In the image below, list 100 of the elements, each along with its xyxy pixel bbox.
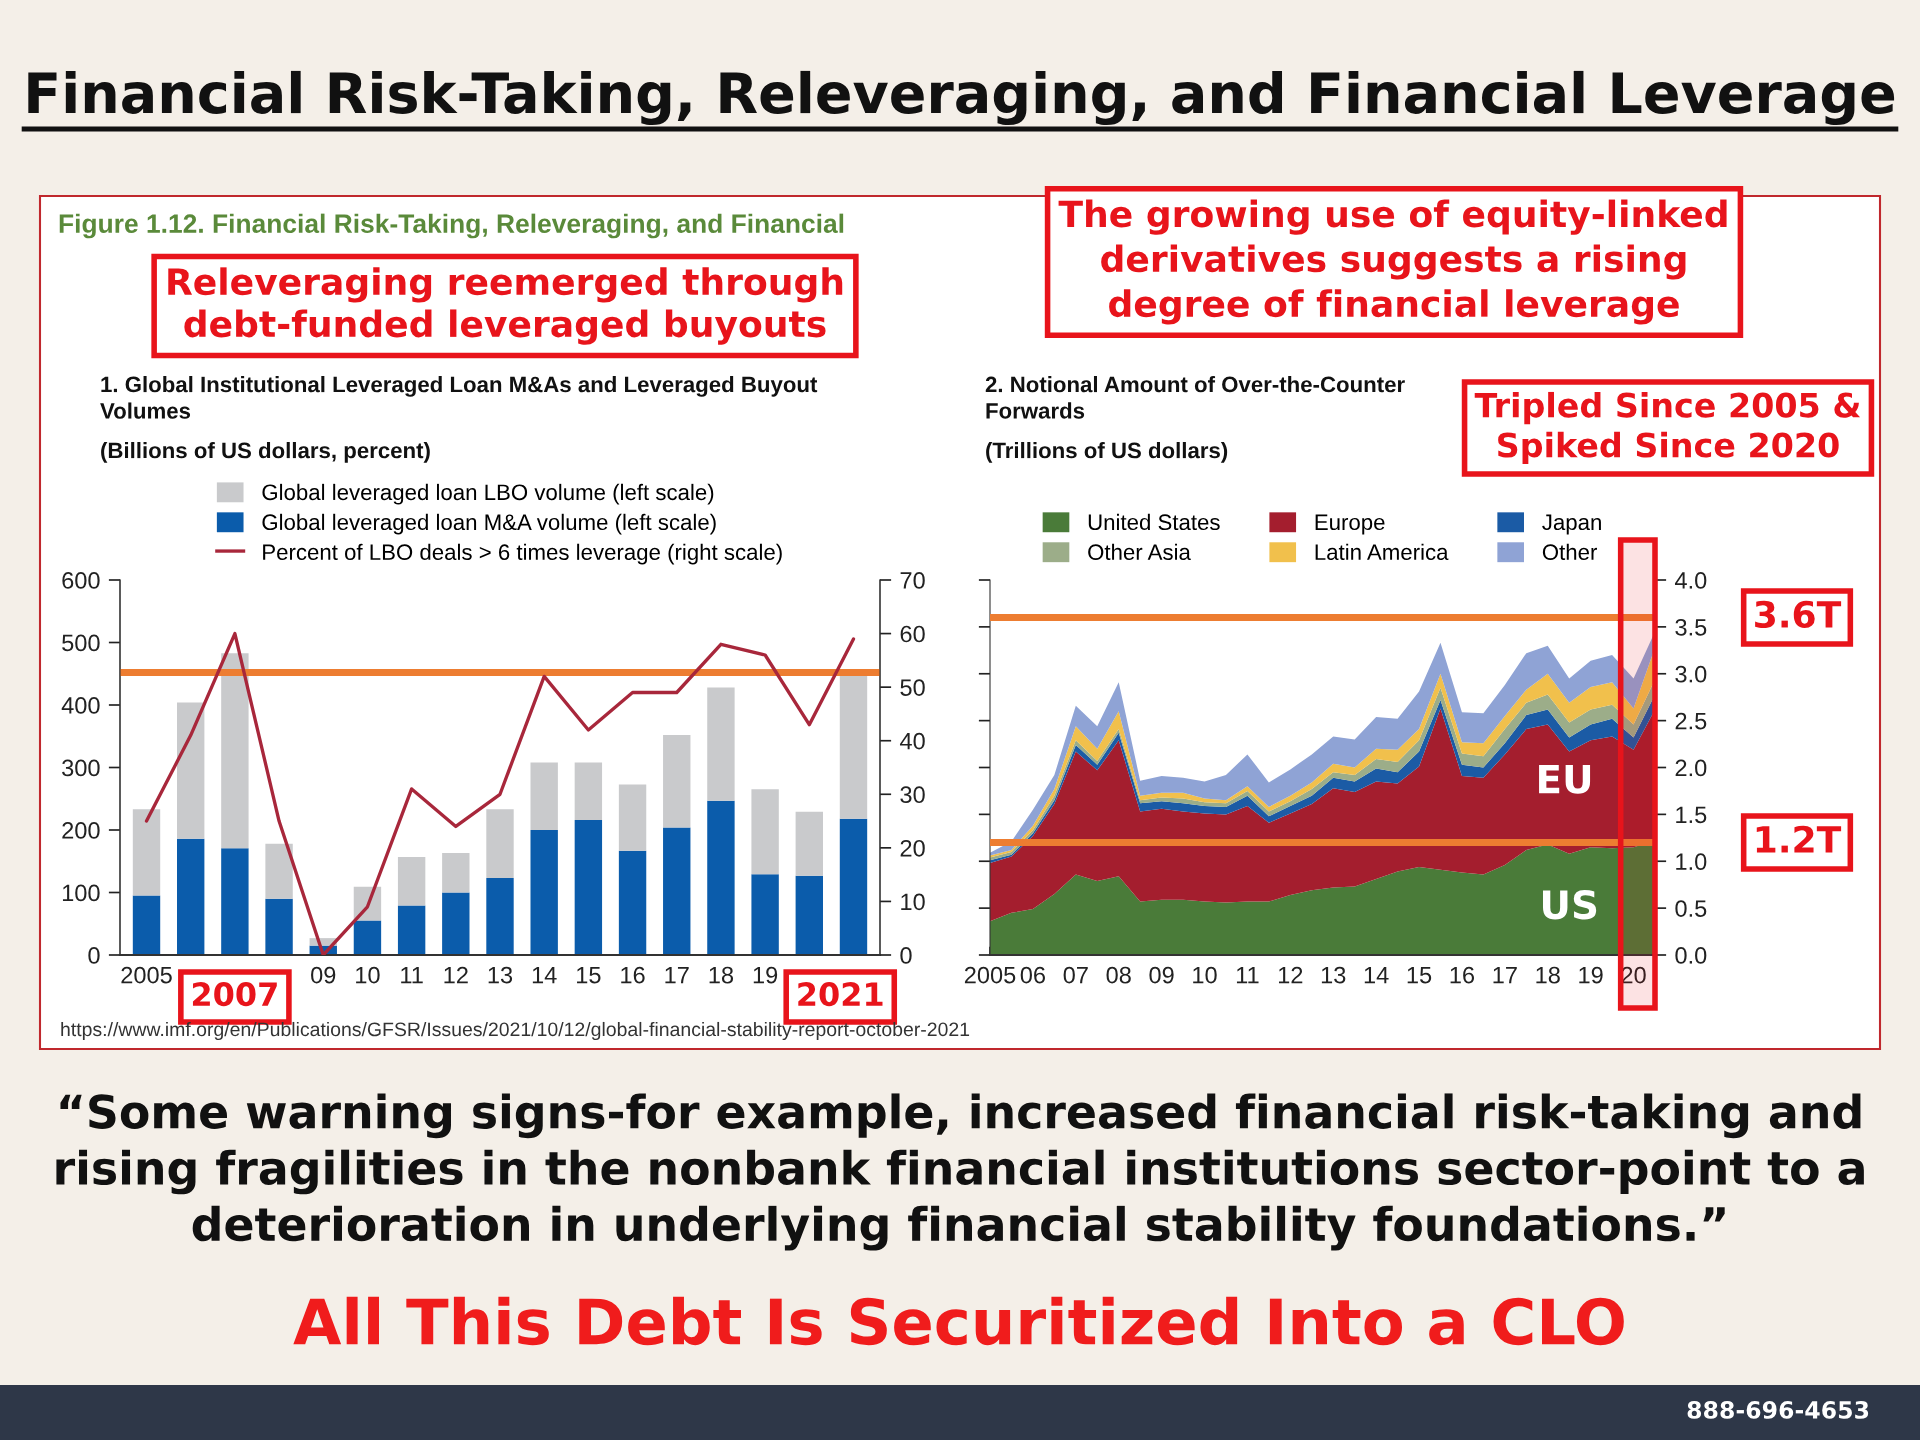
y-tick-label: 3.0 xyxy=(1675,665,1707,683)
bar xyxy=(221,653,249,849)
text: Releveraging reemerged through debt-funded leveraged buyouts xyxy=(168,267,843,345)
x-tick-label: 18 xyxy=(709,966,734,984)
legend-label: Percent of LBO deals > 6 times leverage (right scale) xyxy=(263,543,782,565)
x-tick-label: 12 xyxy=(1278,966,1303,984)
x-tick-label: 07 xyxy=(1063,966,1088,984)
bar xyxy=(574,820,603,955)
x-tick-label: 18 xyxy=(1536,966,1560,984)
caption: Figure 1.12. Financial Risk-Taking, Releveraging, and Financial xyxy=(59,213,844,239)
bar xyxy=(795,875,823,955)
legend-label: Global leveraged loan LBO volume (left scale) xyxy=(262,483,714,505)
bar xyxy=(707,687,735,801)
legend-label: Other Asia xyxy=(1088,543,1191,561)
x-tick-label: 11 xyxy=(1236,966,1259,984)
y2-tick-label: 70 xyxy=(900,572,925,589)
legend-label: Europe xyxy=(1315,514,1385,535)
bar xyxy=(397,856,426,906)
x-tick-label: 17 xyxy=(1493,966,1517,984)
bar xyxy=(177,702,205,839)
text: 2007 xyxy=(192,982,277,1007)
y-tick-label: 600 xyxy=(62,572,100,589)
chart-title: 1. Global Institutional Leveraged Loan M&As and Leveraged Buyout Volumes xyxy=(100,376,818,419)
y2-tick-label: 60 xyxy=(900,625,925,643)
x-tick-label: 20 xyxy=(1621,966,1646,984)
x-tick-label: 06 xyxy=(1020,966,1045,984)
x-tick-label: 16 xyxy=(1450,966,1475,984)
bar xyxy=(265,843,293,899)
x-tick-label: 10 xyxy=(1193,966,1217,984)
text: All This Debt Is Securitized Into a CLO xyxy=(293,1296,1624,1346)
bar xyxy=(486,809,514,879)
bar xyxy=(574,762,603,820)
y-tick-label: 2.5 xyxy=(1675,712,1707,730)
bar xyxy=(618,784,647,851)
x-tick-label: 11 xyxy=(401,966,423,984)
legend-label: Latin America xyxy=(1315,543,1449,561)
y2-tick-label: 20 xyxy=(900,839,925,857)
y-tick-label: 0 xyxy=(88,947,100,964)
legend-label: Global leveraged loan M&A volume (left scale) xyxy=(262,513,716,535)
y-tick-label: 0.5 xyxy=(1675,900,1707,917)
y-tick-label: 300 xyxy=(62,759,100,777)
text: Financial Risk-Taking, Releveraging, and Financial Leverage xyxy=(28,70,1895,126)
line-series xyxy=(144,631,856,955)
y2-tick-label: 50 xyxy=(900,679,925,696)
x-tick-label: 19 xyxy=(1579,966,1603,984)
x-tick-label: 14 xyxy=(1364,966,1389,984)
text: The growing use of equity-linked derivatives suggests a rising degree of financial leverage xyxy=(1058,199,1727,325)
text: https://www.imf.org/en/Publications/GFSR/Issues/2021/10/12/global-financial-stability-report-october-2021 xyxy=(61,1021,970,1041)
y-tick-label: 1.5 xyxy=(1676,806,1707,824)
text: “Some warning signs-for example, increased financial risk-taking and rising fragilities in the nonbank financial institutions sector-point to a deterioration in underlying financial stability foundations.” xyxy=(56,1093,1864,1251)
x-tick-label: 12 xyxy=(444,966,468,984)
bar xyxy=(839,818,868,955)
bar xyxy=(795,811,823,876)
x-tick-label: 13 xyxy=(488,966,513,984)
bar xyxy=(839,673,868,819)
text: Tripled Since 2005 & Spiked Since 2020 xyxy=(1474,391,1861,465)
y-tick-label: 500 xyxy=(62,634,100,652)
bar xyxy=(132,895,161,955)
x-tick-label: 08 xyxy=(1106,966,1131,984)
x-tick-label: 15 xyxy=(1407,966,1432,984)
legend-label: Other xyxy=(1542,543,1598,561)
legend-label: United States xyxy=(1088,513,1220,531)
bar xyxy=(618,850,647,955)
x-tick-label: 2005 xyxy=(121,966,172,984)
y-tick-label: 200 xyxy=(62,822,100,839)
bar xyxy=(353,920,382,955)
bar xyxy=(486,878,514,955)
annotation: US xyxy=(1543,889,1597,920)
bar xyxy=(530,762,558,830)
x-tick-label: 15 xyxy=(577,966,601,984)
y-tick-label: 3.5 xyxy=(1675,618,1707,636)
x-tick-label: 17 xyxy=(665,966,689,984)
y2-tick-label: 0 xyxy=(900,947,912,964)
bar xyxy=(663,827,691,955)
y2-tick-label: 10 xyxy=(901,893,925,911)
legend-label: Japan xyxy=(1542,514,1601,535)
ref-line-label: 3.6T xyxy=(1755,600,1842,628)
bar xyxy=(530,830,558,955)
x-tick-label: 14 xyxy=(532,966,557,984)
y-tick-label: 1.0 xyxy=(1676,853,1707,871)
bar xyxy=(707,800,735,955)
bar xyxy=(442,892,470,955)
bar xyxy=(132,809,161,896)
bar xyxy=(663,735,691,828)
y2-tick-label: 30 xyxy=(900,786,925,804)
chart-subtitle: (Billions of US dollars, percent) xyxy=(101,442,430,463)
x-tick-label: 09 xyxy=(1149,966,1174,984)
y-tick-label: 2.0 xyxy=(1675,759,1707,777)
bar xyxy=(442,853,470,893)
x-tick-label: 19 xyxy=(753,966,778,984)
y-tick-label: 0.0 xyxy=(1675,947,1707,964)
bar xyxy=(177,838,205,955)
x-tick-label: 09 xyxy=(311,966,336,984)
y-tick-label: 100 xyxy=(62,884,100,902)
text: 888-696-4653 xyxy=(1687,1400,1869,1419)
bar xyxy=(221,848,249,955)
x-tick-label: 2005 xyxy=(964,966,1016,984)
y2-tick-label: 40 xyxy=(899,732,925,750)
x-tick-label: 16 xyxy=(621,966,645,984)
y-tick-label: 4.0 xyxy=(1674,572,1707,589)
